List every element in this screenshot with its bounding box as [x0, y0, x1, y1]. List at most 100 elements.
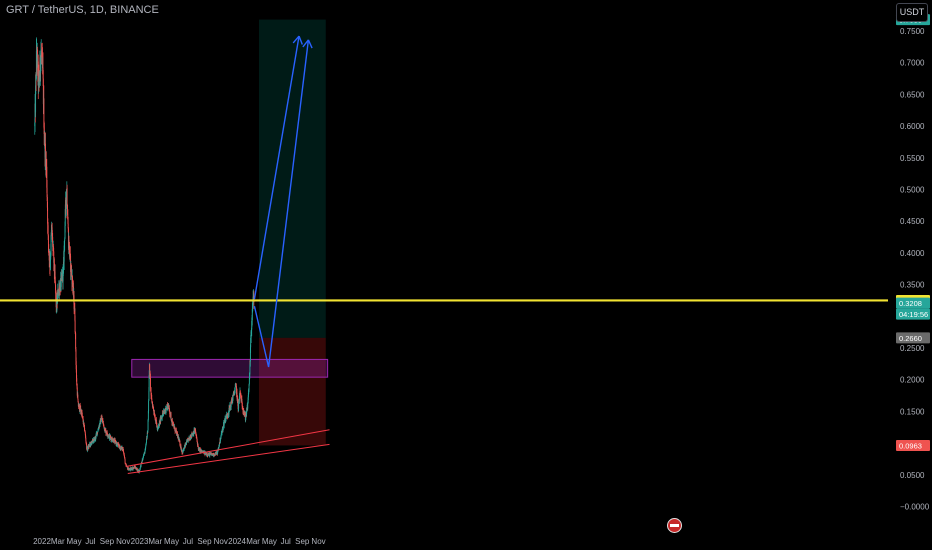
candle-body	[186, 440, 188, 442]
y-tick-label: 0.5000	[900, 186, 925, 195]
x-tick-label: 2023	[131, 537, 149, 546]
y-tick-label: 0.7000	[900, 59, 925, 68]
currency-button[interactable]: USDT	[896, 3, 928, 22]
candle-body	[46, 187, 48, 198]
candle-body	[50, 230, 52, 236]
candle-body	[215, 452, 217, 455]
price-label-text: 04:19:56	[899, 310, 928, 319]
y-tick-label: 0.0500	[900, 471, 925, 480]
candle-body	[77, 399, 79, 403]
projection-arrow-head	[307, 39, 313, 49]
candle-body	[145, 446, 147, 449]
candle-body	[90, 442, 92, 446]
y-tick-label: 0.6000	[900, 122, 925, 131]
candle-body	[179, 445, 181, 447]
projection-arrow	[253, 35, 300, 300]
candle-body	[140, 463, 142, 467]
y-tick-label: 0.1500	[900, 407, 925, 416]
candle-body	[236, 387, 237, 395]
candle-body	[171, 419, 173, 422]
candle-body	[128, 469, 130, 471]
candle-body	[233, 392, 235, 394]
candle-body	[148, 390, 150, 401]
candle-body	[148, 374, 150, 391]
candle-body	[130, 468, 132, 470]
candle-body	[181, 450, 183, 453]
candle-body	[170, 414, 172, 420]
projection-arrow-head	[292, 35, 300, 44]
candle-body	[111, 437, 113, 441]
candle-body	[248, 384, 250, 390]
candle-body	[49, 255, 51, 267]
candle-body	[237, 405, 239, 410]
candle-body	[74, 320, 76, 333]
y-tick-label: 0.5500	[900, 154, 925, 163]
candle-body	[168, 405, 170, 409]
y-tick-label: 0.2500	[900, 344, 925, 353]
candle-body	[174, 426, 176, 431]
candle-body	[135, 468, 137, 470]
price-label-tag	[896, 297, 930, 309]
candle-body	[48, 249, 50, 253]
candle-body	[175, 429, 177, 431]
price-axis: 0.7500 0.7000 0.6500 0.6000 0.5500 0.5000 0.45…	[896, 14, 930, 512]
candle-body	[108, 435, 110, 437]
candle-body	[186, 440, 188, 445]
candle-body	[147, 430, 149, 433]
x-tick-label: Jul	[281, 537, 291, 546]
candle-body	[248, 377, 250, 385]
resistance-zone	[131, 358, 329, 378]
candle-body	[173, 426, 175, 428]
projection-arrow-head	[302, 39, 309, 48]
x-tick-label: Jul	[183, 537, 193, 546]
candle-body	[132, 468, 134, 470]
x-tick-label: May	[67, 537, 82, 546]
candle-body	[101, 417, 103, 420]
support-trendline	[125, 429, 330, 468]
candle-body	[103, 423, 104, 425]
candle-body	[139, 470, 140, 472]
candle-body	[52, 237, 54, 247]
candle-body	[250, 338, 252, 348]
flag-icon	[667, 518, 682, 533]
candle-body	[77, 394, 79, 400]
candle-body	[148, 400, 150, 411]
x-tick-label: Mar	[51, 537, 65, 546]
x-tick-label: Sep	[197, 537, 212, 546]
candle-body	[213, 455, 215, 457]
candle-body	[58, 289, 60, 294]
price-label-tag	[896, 332, 930, 344]
candle-body	[35, 50, 37, 79]
candle-body	[124, 456, 126, 458]
candle-body	[39, 76, 41, 82]
candle-body	[104, 427, 105, 431]
candle-body	[67, 223, 69, 229]
candle-body	[75, 333, 77, 350]
candle-body	[117, 444, 119, 446]
candle-body	[141, 462, 143, 464]
candle-body	[250, 329, 252, 338]
candle-body	[113, 439, 115, 443]
projection-arrow	[253, 39, 310, 368]
candle-body	[35, 85, 37, 113]
candle-body	[127, 467, 129, 471]
candle-body	[66, 187, 68, 206]
x-tick-label: Nov	[116, 537, 130, 546]
candle-body	[46, 166, 48, 188]
candle-body	[60, 276, 62, 287]
x-tick-label: Jul	[85, 537, 95, 546]
position-loss-zone	[258, 337, 326, 446]
candle-body	[239, 390, 241, 394]
candle-body	[179, 440, 181, 446]
candle-body	[146, 439, 147, 444]
candle-body	[251, 308, 253, 321]
candle-body	[103, 425, 105, 429]
candle-body	[236, 392, 238, 400]
x-tick-label: 2024	[228, 537, 246, 546]
y-tick-label: 0.7500	[900, 27, 925, 36]
candle-body	[217, 447, 219, 450]
candle-body	[76, 369, 77, 379]
candle-body	[63, 245, 65, 262]
candle-body	[81, 415, 83, 417]
